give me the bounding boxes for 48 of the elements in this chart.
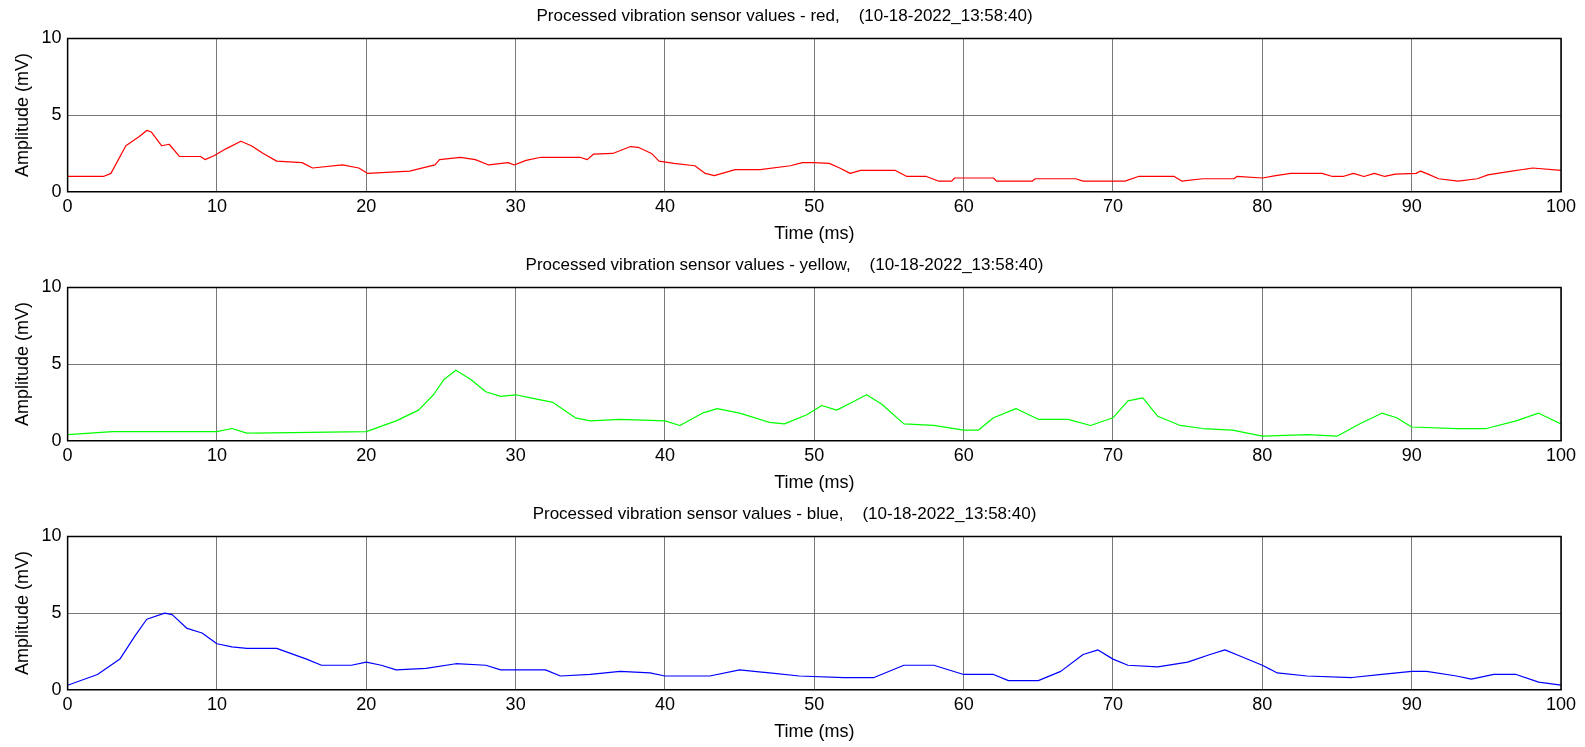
x-axis-title: Time (ms) (774, 223, 855, 244)
x-axis-title: Time (ms) (774, 472, 855, 493)
x-tick-label: 70 (1102, 693, 1123, 714)
x-tick-label: 30 (505, 693, 526, 714)
x-tick-label: 90 (1401, 444, 1422, 465)
x-tick-label: 100 (1545, 195, 1577, 216)
x-tick-label: 10 (206, 693, 227, 714)
y-tick-label: 0 (51, 429, 62, 450)
y-axis-title: Amplitude (mV) (11, 551, 32, 676)
x-tick-label: 10 (206, 195, 227, 216)
x-tick-label: 30 (505, 444, 526, 465)
x-tick-label: 50 (804, 195, 825, 216)
x-tick-label: 90 (1401, 693, 1422, 714)
y-tick-label: 10 (41, 27, 62, 48)
x-tick-label: 20 (356, 444, 377, 465)
y-tick-label: 0 (51, 180, 62, 201)
x-axis-title: Time (ms) (774, 721, 855, 742)
chart-title: Processed vibration sensor values - yellow, (10-18-2022_13:58:40) (525, 254, 1044, 274)
x-tick-label: 20 (356, 693, 377, 714)
y-tick-label: 5 (51, 104, 62, 125)
x-tick-label: 60 (953, 693, 974, 714)
x-tick-label: 50 (804, 693, 825, 714)
x-tick-label: 80 (1252, 693, 1273, 714)
x-tick-label: 60 (953, 444, 974, 465)
x-tick-label: 20 (356, 195, 377, 216)
x-tick-label: 80 (1252, 195, 1273, 216)
y-axis-title: Amplitude (mV) (11, 53, 32, 178)
x-tick-label: 100 (1545, 444, 1577, 465)
x-tick-label: 80 (1252, 444, 1273, 465)
x-tick-label: 40 (654, 693, 675, 714)
x-tick-label: 70 (1102, 195, 1123, 216)
y-tick-label: 10 (41, 525, 62, 546)
chart-title: Processed vibration sensor values - red, (10-18-2022_13:58:40) (536, 5, 1033, 25)
x-tick-label: 90 (1401, 195, 1422, 216)
x-tick-label: 70 (1102, 444, 1123, 465)
x-tick-label: 40 (654, 195, 675, 216)
x-tick-label: 10 (206, 444, 227, 465)
x-tick-label: 100 (1545, 693, 1577, 714)
chart-title: Processed vibration sensor values - blue, (10-18-2022_13:58:40) (532, 503, 1037, 523)
x-tick-label: 30 (505, 195, 526, 216)
y-axis-title: Amplitude (mV) (11, 302, 32, 427)
x-tick-label: 50 (804, 444, 825, 465)
x-tick-label: 40 (654, 444, 675, 465)
y-tick-label: 5 (51, 602, 62, 623)
y-tick-label: 10 (41, 276, 62, 297)
y-tick-label: 0 (51, 678, 62, 699)
x-tick-label: 60 (953, 195, 974, 216)
y-tick-label: 5 (51, 353, 62, 374)
